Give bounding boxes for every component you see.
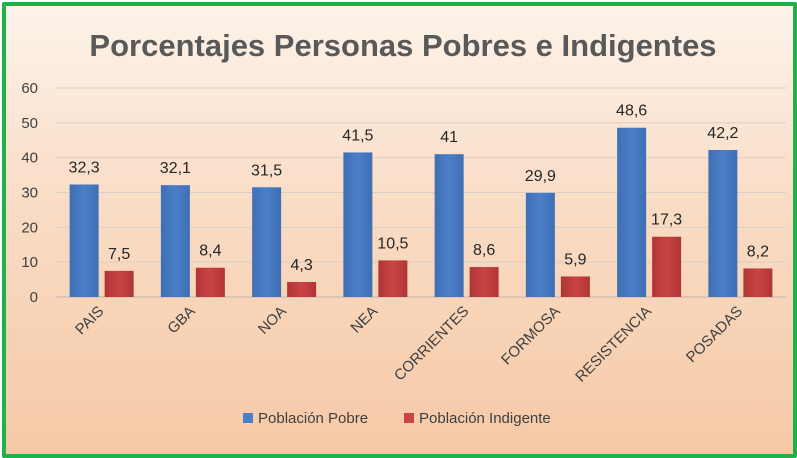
data-label: 29,9 xyxy=(525,168,556,185)
bar-pobre-pais xyxy=(69,184,99,297)
data-label: 32,3 xyxy=(69,159,100,176)
bar-pobre-gba xyxy=(160,185,190,297)
y-tick-label: 0 xyxy=(30,289,38,306)
y-tick-label: 30 xyxy=(21,185,38,202)
data-label: 5,9 xyxy=(564,251,586,268)
data-label: 32,1 xyxy=(160,160,191,177)
category-label: PAIS xyxy=(72,303,107,338)
category-label: NEA xyxy=(347,303,381,337)
bar-pobre-resistencia xyxy=(617,127,647,298)
bar-indigente-gba xyxy=(195,267,225,297)
data-label: 48,6 xyxy=(616,103,647,120)
bar-pobre-nea xyxy=(343,152,373,297)
bar-indigente-noa xyxy=(287,282,317,297)
legend-label: Población Pobre xyxy=(258,410,368,427)
legend: Población Pobre Población Indigente xyxy=(243,410,551,427)
bar-pobre-noa xyxy=(252,187,282,297)
data-label: 41 xyxy=(440,129,458,146)
data-label: 41,5 xyxy=(342,127,373,144)
bar-pobre-corrientes xyxy=(434,154,464,297)
data-label: 31,5 xyxy=(251,162,282,179)
bar-indigente-nea xyxy=(378,260,408,297)
bar-indigente-formosa xyxy=(560,276,590,297)
category-label: CORRIENTES xyxy=(391,303,473,385)
chart-title: Porcentajes Personas Pobres e Indigentes xyxy=(89,28,716,63)
category-label: GBA xyxy=(164,303,198,337)
data-label: 8,6 xyxy=(473,242,495,259)
bar-indigente-resistencia xyxy=(652,236,682,297)
category-label: POSADAS xyxy=(683,303,746,366)
data-label: 4,3 xyxy=(291,257,313,274)
y-tick-label: 60 xyxy=(21,80,38,97)
y-tick-label: 40 xyxy=(21,150,38,167)
bar-indigente-posadas xyxy=(743,268,773,297)
bar-indigente-pais xyxy=(104,270,134,297)
bar-chart: Porcentajes Personas Pobres e Indigentes… xyxy=(21,28,786,427)
legend-swatch xyxy=(404,413,414,423)
data-label: 8,2 xyxy=(747,243,769,260)
data-label: 10,5 xyxy=(377,235,408,252)
y-tick-label: 50 xyxy=(21,115,38,132)
bar-pobre-formosa xyxy=(525,192,555,297)
bar-pobre-posadas xyxy=(708,150,738,297)
category-label: NOA xyxy=(255,303,290,338)
data-label: 17,3 xyxy=(651,212,682,229)
category-label: FORMOSA xyxy=(498,303,564,369)
data-label: 8,4 xyxy=(199,243,221,260)
y-tick-label: 10 xyxy=(21,254,38,271)
data-label: 42,2 xyxy=(707,125,738,142)
bar-indigente-corrientes xyxy=(469,267,499,297)
legend-label: Población Indigente xyxy=(419,410,551,427)
y-tick-label: 20 xyxy=(21,219,38,236)
legend-swatch xyxy=(243,413,253,423)
category-label: RESISTENCIA xyxy=(572,303,655,386)
data-label: 7,5 xyxy=(108,246,130,263)
